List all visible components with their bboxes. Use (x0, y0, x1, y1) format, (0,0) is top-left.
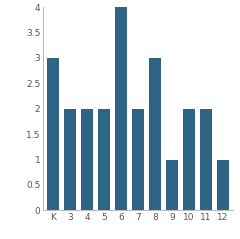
Bar (47, 58, 60, 210)
Bar (132, 109, 144, 210)
Bar (98, 109, 110, 210)
Bar (183, 109, 195, 210)
Bar (149, 58, 161, 210)
Bar (216, 160, 229, 210)
Bar (81, 109, 93, 210)
Bar (200, 109, 212, 210)
Bar (115, 7, 127, 210)
Bar (64, 109, 76, 210)
Bar (166, 160, 178, 210)
